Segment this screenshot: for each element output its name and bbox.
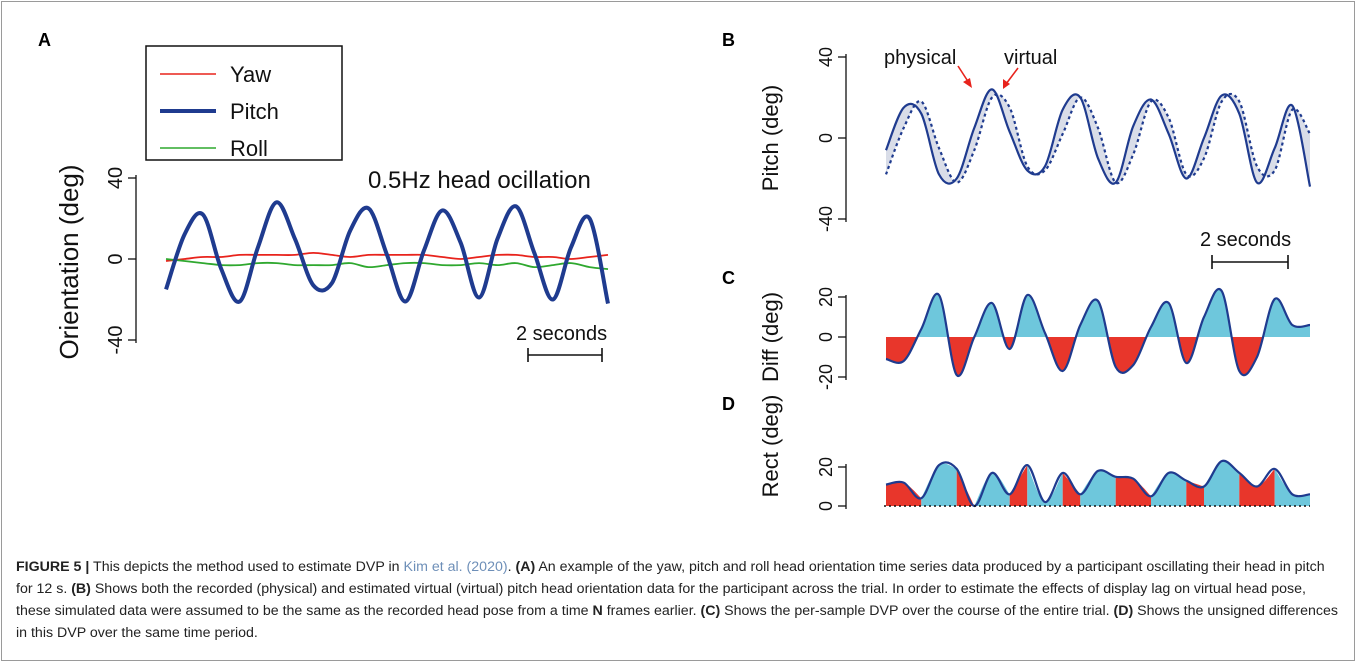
rect-area-negative	[1062, 472, 1081, 506]
rect-areas	[886, 460, 1310, 506]
series-pitch-line	[164, 200, 610, 305]
arrow-physical-head	[963, 78, 972, 88]
arrow-virtual-head	[1003, 79, 1010, 89]
diff-line	[885, 287, 1311, 377]
panel-a-ytick-label: 0	[105, 253, 127, 264]
rect-area-positive	[1027, 465, 1063, 506]
panel-b-ytick-label: -40	[816, 206, 836, 232]
panel-b-ytick-label: 0	[816, 133, 836, 143]
panel-b-ytick-label: 40	[816, 47, 836, 67]
label-virtual: virtual	[1004, 47, 1057, 69]
caption-b-text: Shows both the recorded (physical) and e…	[16, 581, 1306, 619]
panel-a-annotation: 0.5Hz head ocillation	[368, 167, 591, 194]
panel-letter-c: C	[722, 268, 735, 288]
panel-a-ylabel: Orientation (deg)	[54, 164, 84, 359]
rect-line	[885, 459, 1311, 508]
panel-b: Pitch (deg) 40 0 -40 physical virtual 2 …	[758, 47, 1312, 269]
rect-area-positive	[921, 463, 957, 506]
legend-pitch-label: Pitch	[230, 99, 279, 124]
caption-after-cite: .	[507, 559, 516, 575]
figure-caption: FIGURE 5 | This depicts the method used …	[16, 556, 1344, 644]
panel-d-ytick-label: 20	[816, 457, 836, 477]
panel-a-ytick-label: -40	[105, 326, 127, 355]
arrow-markers	[957, 65, 1019, 89]
legend-roll-label: Roll	[230, 136, 268, 161]
arrow-virtual-shaft	[1005, 67, 1019, 85]
caption-d-label: (D)	[1113, 603, 1134, 619]
caption-n-text: frames earlier.	[602, 603, 701, 619]
panel-b-gap-fill	[886, 89, 1310, 187]
panel-letter-a: A	[38, 30, 51, 50]
label-physical: physical	[884, 47, 956, 69]
panel-c-ytick-label: 0	[816, 332, 836, 342]
panel-b-scalebar-label: 2 seconds	[1200, 229, 1291, 251]
panel-d: Rect (deg) 20 0	[758, 395, 1311, 511]
caption-n-label: N	[592, 603, 603, 619]
panel-a-scalebar-label: 2 seconds	[516, 323, 607, 345]
series-physical-line	[884, 88, 1312, 187]
panel-c-ytick-label: 20	[816, 287, 836, 307]
caption-citation-link[interactable]: Kim et al. (2020)	[403, 559, 508, 575]
caption-intro: This depicts the method used to estimate…	[89, 559, 404, 575]
caption-c-label: (C)	[700, 603, 721, 619]
series-roll-line	[165, 258, 609, 270]
panel-c: Diff (deg) 20 0 -20	[758, 287, 1311, 390]
caption-figure-label: FIGURE 5 |	[16, 559, 90, 575]
panel-b-ylabel: Pitch (deg)	[758, 85, 783, 191]
rect-area-positive	[1080, 470, 1116, 506]
rect-area-positive	[1151, 472, 1187, 506]
panel-letter-d: D	[722, 394, 735, 414]
figure-graphics: A B C D Yaw Pitch Roll 0.5Hz head ocilla…	[38, 30, 1312, 511]
caption-b-label: (B)	[71, 581, 91, 597]
rect-area-negative	[1115, 476, 1151, 506]
panel-a: Yaw Pitch Roll 0.5Hz head ocillation Ori…	[54, 45, 610, 362]
caption-c-text: Shows the per-sample DVP over the course…	[720, 603, 1114, 619]
panel-c-ytick-label: -20	[816, 364, 836, 390]
series-virtual-line	[884, 92, 1311, 185]
rect-area-negative	[886, 481, 922, 506]
panel-a-ytick-label: 40	[105, 167, 127, 189]
panel-d-ytick-label: 0	[816, 501, 836, 511]
legend-box	[145, 45, 343, 161]
panel-d-ylabel: Rect (deg)	[758, 395, 783, 498]
legend-yaw-label: Yaw	[230, 62, 271, 87]
panel-letter-b: B	[722, 30, 735, 50]
panel-c-ylabel: Diff (deg)	[758, 292, 783, 382]
rect-area-negative	[1009, 465, 1028, 506]
caption-a-label: (A)	[515, 559, 536, 575]
caption-d-text: Shows the unsigned differences in this D…	[16, 603, 1338, 641]
diff-positive-area	[886, 289, 1310, 337]
caption-a-text: An example of the yaw, pitch and roll he…	[16, 559, 1325, 597]
